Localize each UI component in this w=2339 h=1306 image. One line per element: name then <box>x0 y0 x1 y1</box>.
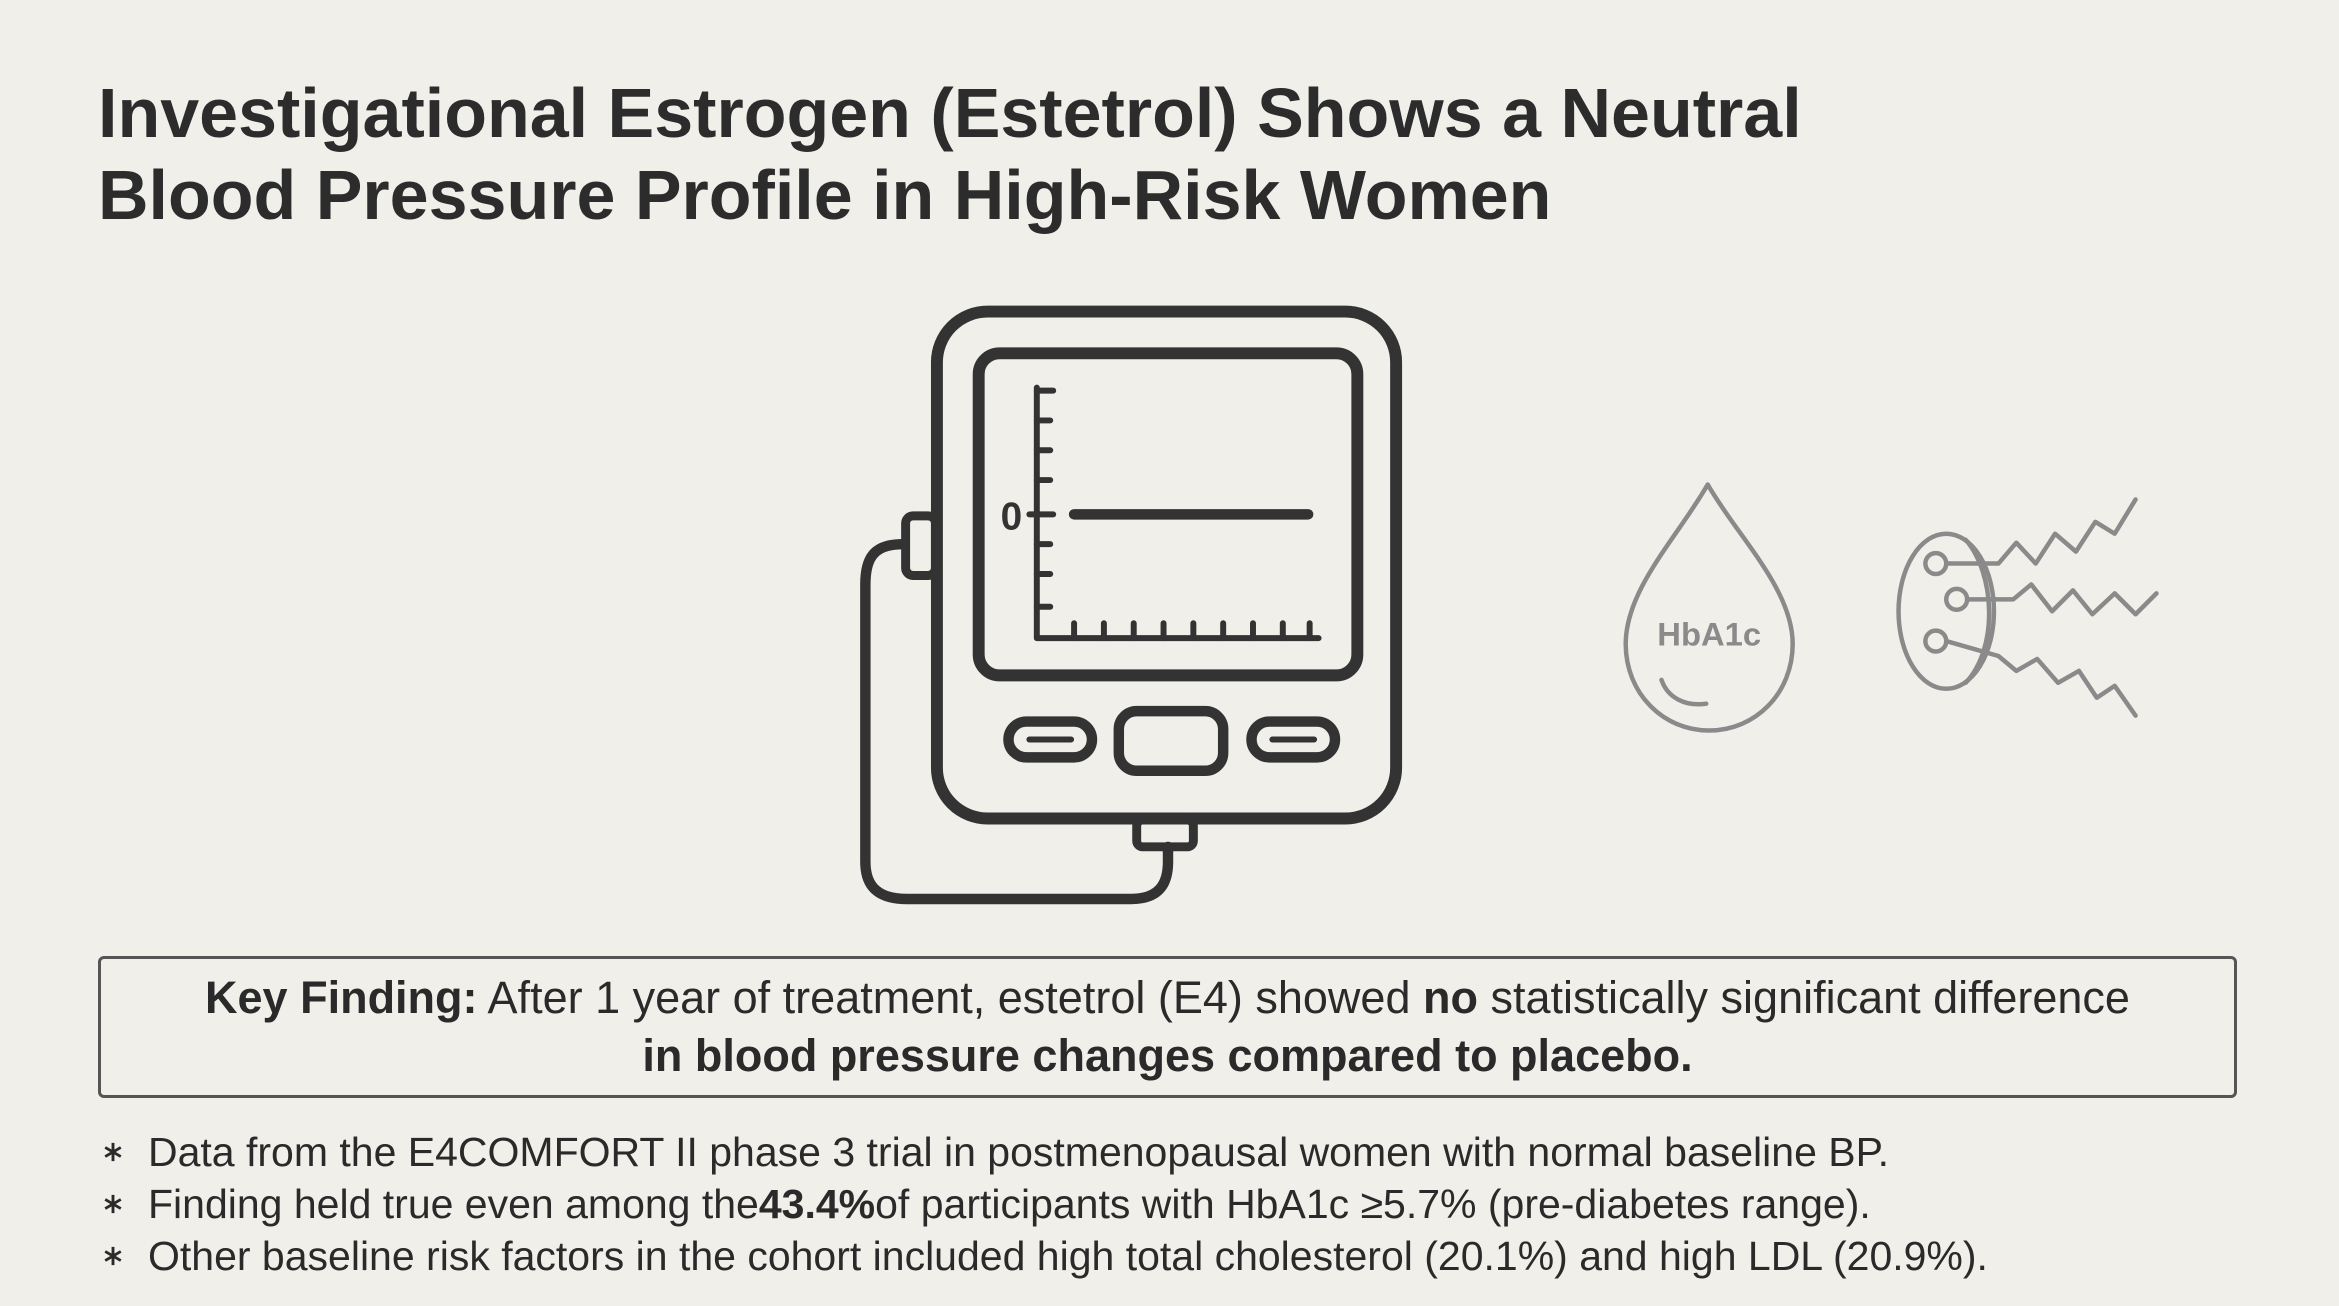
bp-monitor-icon <box>860 305 1403 905</box>
bullet-text: Data from the E4COMFORT II phase 3 trial… <box>148 1129 1890 1175</box>
key-finding-run: statistically significant difference <box>1490 972 2130 1023</box>
drop-label: HbA1c <box>1657 616 1761 653</box>
bullet-list: Data from the E4COMFORT II phase 3 trial… <box>100 1126 1988 1282</box>
title: Investigational Estrogen (Estetrol) Show… <box>98 72 1802 236</box>
bullet-marker <box>104 1246 122 1266</box>
key-finding-box: Key Finding: After 1 year of treatment, … <box>98 956 2237 1098</box>
key-finding-run: After 1 year of treatment, estetrol (E4)… <box>487 972 1411 1023</box>
vessel-icon <box>1896 497 2159 718</box>
bullet-item: Data from the E4COMFORT II phase 3 trial… <box>100 1126 1988 1178</box>
bullet-text: of participants with HbA1c ≥5.7% (pre-di… <box>875 1181 1871 1227</box>
title-line: Blood Pressure Profile in High-Risk Wome… <box>98 156 1552 234</box>
bullet-text: Other baseline risk factors in the cohor… <box>148 1233 1988 1279</box>
key-finding-emphasis: in blood pressure changes compared to pl… <box>642 1030 1693 1081</box>
drop-icon <box>1623 482 1795 733</box>
key-finding-label: Key Finding: <box>205 972 478 1023</box>
title-line: Investigational Estrogen (Estetrol) Show… <box>98 74 1802 152</box>
bullet-item: Other baseline risk factors in the cohor… <box>100 1230 1988 1282</box>
bullet-marker <box>104 1142 122 1162</box>
monitor-zero-label: 0 <box>1001 495 1023 538</box>
key-finding-text: Key Finding: After 1 year of treatment, … <box>205 969 2130 1085</box>
monitor-graph <box>1026 384 1322 642</box>
bullet-text: Finding held true even among the <box>148 1181 759 1227</box>
bullet-marker <box>104 1194 122 1214</box>
key-finding-emphasis: no <box>1422 972 1478 1023</box>
bullet-emphasis: 43.4% <box>758 1181 876 1227</box>
bullet-item: Finding held true even among the 43.4% o… <box>100 1178 1988 1230</box>
